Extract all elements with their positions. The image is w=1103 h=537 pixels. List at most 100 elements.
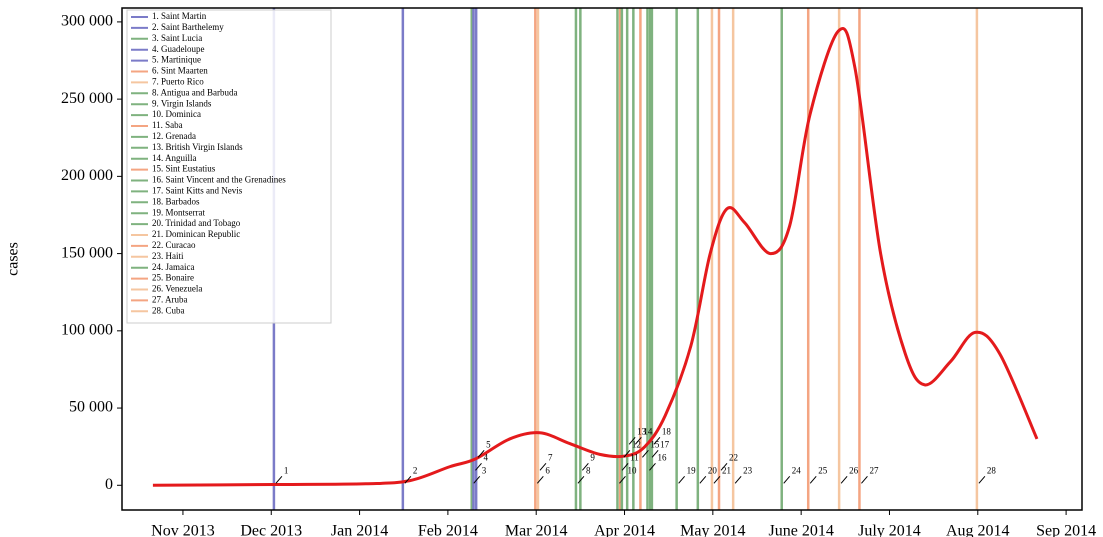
annotation-label: 1 <box>284 465 289 475</box>
legend-label: 24. Jamaica <box>152 262 194 272</box>
annotation-label: 7 <box>548 452 553 462</box>
annotation-arrow <box>978 475 986 484</box>
legend-label: 22. Curacao <box>152 240 196 250</box>
annotation-label: 13 <box>637 426 647 436</box>
annotation-arrow <box>809 475 817 484</box>
legend-label: 4. Guadeloupe <box>152 44 204 54</box>
annotation-arrow <box>653 436 661 445</box>
annotation-arrow <box>649 462 656 471</box>
annotation-arrow <box>404 475 412 484</box>
legend-label: 11. Saba <box>152 120 183 130</box>
legend-label: 13. British Virgin Islands <box>152 142 243 152</box>
x-tick-label: Nov 2013 <box>151 523 215 537</box>
y-tick-label: 300 000 <box>61 13 113 30</box>
annotation-label: 28 <box>987 465 997 475</box>
legend-label: 28. Cuba <box>152 305 185 315</box>
annotation-arrow <box>581 462 589 471</box>
annotation-label: 2 <box>413 465 418 475</box>
legend-label: 23. Haiti <box>152 251 184 261</box>
series-line <box>152 26 1039 487</box>
annotation-label: 12 <box>632 439 641 449</box>
annotation-arrow <box>475 462 482 471</box>
annotation-arrow <box>628 436 636 445</box>
y-tick-label: 250 000 <box>61 90 113 107</box>
annotation-label: 11 <box>630 452 639 462</box>
annotation-label: 5 <box>486 439 491 449</box>
x-tick-label: Dec 2013 <box>240 523 302 537</box>
annotation-arrow <box>536 475 544 484</box>
annotation-arrow <box>861 475 868 484</box>
annotation-arrow <box>619 475 626 484</box>
y-tick-label: 50 000 <box>69 399 113 416</box>
annotation-label: 9 <box>590 452 595 462</box>
annotation-label: 17 <box>660 439 670 449</box>
annotation-label: 24 <box>792 465 802 475</box>
x-tick-label: Feb 2014 <box>418 523 478 537</box>
annotation-label: 21 <box>722 465 731 475</box>
legend-label: 15. Sint Eustatius <box>152 164 216 174</box>
annotation-label: 27 <box>869 465 879 475</box>
annotation-arrow <box>621 462 629 471</box>
annotation-arrow <box>699 475 707 484</box>
annotation-arrow <box>783 475 791 484</box>
annotation-arrow <box>577 475 585 484</box>
legend-label: 26. Venezuela <box>152 284 202 294</box>
legend-label: 5. Martinique <box>152 55 201 65</box>
annotation-label: 19 <box>687 465 697 475</box>
legend-label: 6. Sint Maarten <box>152 66 208 76</box>
annotation-label: 8 <box>586 465 591 475</box>
x-tick-label: Aug 2014 <box>946 523 1010 537</box>
y-axis-label: cases <box>5 242 22 276</box>
x-tick-label: May 2014 <box>680 523 745 537</box>
x-tick-label: June 2014 <box>768 523 833 537</box>
legend-label: 1. Saint Martin <box>152 11 207 21</box>
legend-label: 18. Barbados <box>152 196 200 206</box>
legend-label: 7. Puerto Rico <box>152 76 204 86</box>
annotation-arrow <box>678 475 686 484</box>
legend-label: 20. Trinidad and Tobago <box>152 218 241 228</box>
annotation-arrow <box>713 475 721 484</box>
annotation-label: 15 <box>650 439 660 449</box>
y-tick-label: 100 000 <box>61 321 113 338</box>
legend-label: 25. Bonaire <box>152 273 194 283</box>
legend-label: 3. Saint Lucia <box>152 33 202 43</box>
annotation-arrow <box>651 449 659 458</box>
annotation-arrow <box>623 449 631 458</box>
annotation-arrow <box>734 475 742 484</box>
legend-label: 27. Aruba <box>152 294 188 304</box>
x-tick-label: Sep 2014 <box>1036 523 1096 537</box>
legend-label: 19. Montserrat <box>152 207 205 217</box>
annotation-arrow <box>275 475 283 484</box>
annotation-label: 16 <box>657 452 667 462</box>
legend-label: 2. Saint Barthelemy <box>152 22 224 32</box>
annotation-label: 10 <box>627 465 637 475</box>
x-tick-label: Apr 2014 <box>594 523 655 537</box>
legend-label: 21. Dominican Republic <box>152 229 240 239</box>
annotation-label: 25 <box>818 465 828 475</box>
legend-label: 16. Saint Vincent and the Grenadines <box>152 175 286 185</box>
legend-label: 17. Saint Kitts and Nevis <box>152 185 243 195</box>
x-tick-label: Mar 2014 <box>505 523 568 537</box>
annotation-arrow <box>840 475 848 484</box>
x-tick-label: July 2014 <box>858 523 921 537</box>
annotation-label: 23 <box>743 465 753 475</box>
legend-label: 8. Antigua and Barbuda <box>152 87 237 97</box>
annotation-arrow <box>634 436 642 445</box>
y-tick-label: 150 000 <box>61 244 113 261</box>
annotation-arrow <box>473 475 481 484</box>
annotation-label: 18 <box>662 426 672 436</box>
annotation-arrow <box>539 462 547 471</box>
annotation-arrow <box>720 462 728 471</box>
annotation-label: 6 <box>545 465 550 475</box>
y-tick-label: 200 000 <box>61 167 113 184</box>
legend-label: 14. Anguilla <box>152 153 197 163</box>
annotation-arrow <box>642 449 649 458</box>
annotation-label: 22 <box>729 452 738 462</box>
legend-label: 10. Dominica <box>152 109 201 119</box>
annotation-label: 26 <box>849 465 859 475</box>
x-tick-label: Jan 2014 <box>331 523 388 537</box>
annotation-label: 3 <box>482 465 487 475</box>
plot-frame <box>121 7 1083 511</box>
